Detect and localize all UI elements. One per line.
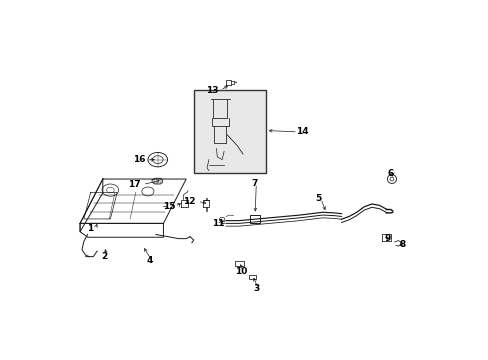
Text: 15: 15 — [163, 202, 175, 211]
Text: 12: 12 — [183, 197, 195, 206]
Bar — [249, 215, 260, 223]
Text: 17: 17 — [128, 180, 141, 189]
Text: 3: 3 — [253, 284, 259, 293]
Text: 9: 9 — [384, 234, 390, 243]
Text: 6: 6 — [387, 169, 393, 178]
Text: 14: 14 — [296, 127, 308, 136]
Text: 11: 11 — [212, 219, 224, 228]
Bar — [235, 261, 244, 266]
Text: 10: 10 — [234, 267, 247, 276]
Bar — [248, 275, 256, 279]
Text: 7: 7 — [251, 179, 257, 188]
Text: 13: 13 — [205, 86, 218, 95]
Text: 5: 5 — [315, 194, 321, 203]
Text: 1: 1 — [87, 224, 93, 233]
Text: 4: 4 — [147, 256, 153, 265]
Text: 8: 8 — [398, 240, 405, 249]
Bar — [193, 90, 265, 174]
Text: 16: 16 — [132, 155, 145, 164]
Text: 2: 2 — [102, 252, 108, 261]
